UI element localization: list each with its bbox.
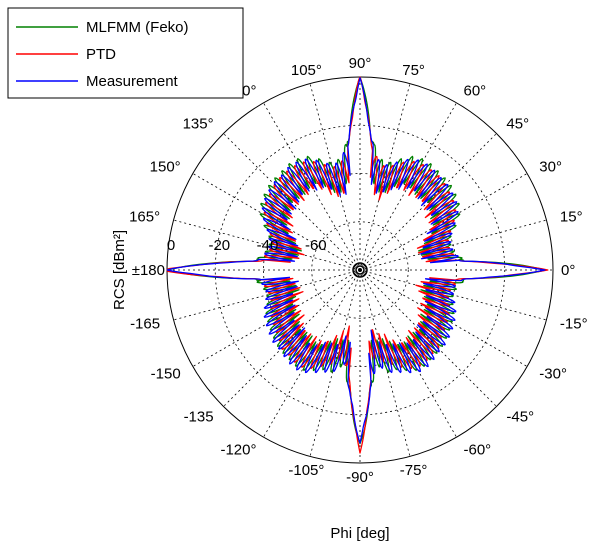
radial-tick-label: -40 — [257, 237, 279, 254]
grid-spoke-345 — [359, 269, 547, 321]
legend-entry-label: PTD — [86, 46, 116, 63]
grid-ring-3 — [311, 221, 409, 319]
center-marker — [352, 262, 368, 278]
angle-tick-label: 165° — [129, 208, 160, 225]
angle-tick-label: -105° — [288, 462, 324, 479]
angle-tick-label: -135 — [184, 408, 214, 425]
angle-tick-label: 135° — [183, 116, 214, 133]
legend-entry-label: MLFMM (Feko) — [86, 19, 189, 36]
center-ring-outer — [352, 262, 368, 278]
angle-tick-label: 60° — [464, 83, 487, 100]
angle-tick-label: 30° — [539, 159, 562, 176]
center-dot — [358, 268, 362, 272]
angle-tick-label: 75° — [402, 62, 425, 79]
radial-tick-labels: 0 -20 -40 -60 — [167, 237, 327, 254]
series-line-measurement — [166, 77, 546, 444]
grid-spoke-300 — [359, 269, 457, 438]
angle-tick-label: -30° — [539, 366, 567, 383]
grid-ring-1 — [214, 124, 506, 416]
angle-tick-label: -75° — [400, 462, 428, 479]
series-lines — [166, 76, 549, 454]
polar-grid — [166, 76, 554, 464]
grid-spoke-240 — [263, 269, 361, 438]
legend: MLFMM (Feko) PTD Measurement — [7, 7, 244, 99]
grid-spoke-225 — [223, 269, 361, 407]
angle-tick-label: 0° — [561, 262, 575, 279]
angle-tick-label: -120° — [220, 441, 256, 458]
angle-tick-label: -60° — [464, 441, 492, 458]
angle-tick-label: -165 — [130, 316, 160, 333]
angle-tick-label: 150° — [150, 159, 181, 176]
series-line-ptd — [166, 76, 549, 454]
grid-spoke-75 — [359, 83, 411, 271]
grid-spoke-315 — [359, 269, 497, 407]
grid-spoke-165 — [173, 219, 361, 271]
radial-tick-label: 0 — [167, 237, 175, 254]
angle-tick-label: -15° — [560, 316, 588, 333]
angle-tick-label: 90° — [349, 55, 372, 72]
x-axis-label: Phi [deg] — [330, 525, 389, 542]
series-line-mlfmm-feko- — [166, 76, 547, 445]
radial-tick-label: -20 — [208, 237, 230, 254]
legend-box — [7, 7, 244, 99]
angle-tick-label: 105° — [291, 62, 322, 79]
angle-tick-label: 15° — [560, 208, 583, 225]
center-ring-inner — [355, 265, 365, 275]
angle-tick-label: -90° — [346, 469, 374, 486]
angle-tick-label: -45° — [506, 408, 534, 425]
radial-tick-label: -60 — [305, 237, 327, 254]
y-axis-label: RCS [dBm²] — [111, 230, 128, 310]
legend-entry-label: Measurement — [86, 73, 179, 90]
angle-tick-label: ±180 — [132, 262, 165, 279]
angle-tick-label: -150 — [151, 366, 181, 383]
grid-spoke-15 — [359, 219, 547, 271]
grid-spoke-195 — [173, 269, 361, 321]
angle-tick-label: 45° — [506, 116, 529, 133]
grid-spoke-30 — [359, 173, 528, 271]
